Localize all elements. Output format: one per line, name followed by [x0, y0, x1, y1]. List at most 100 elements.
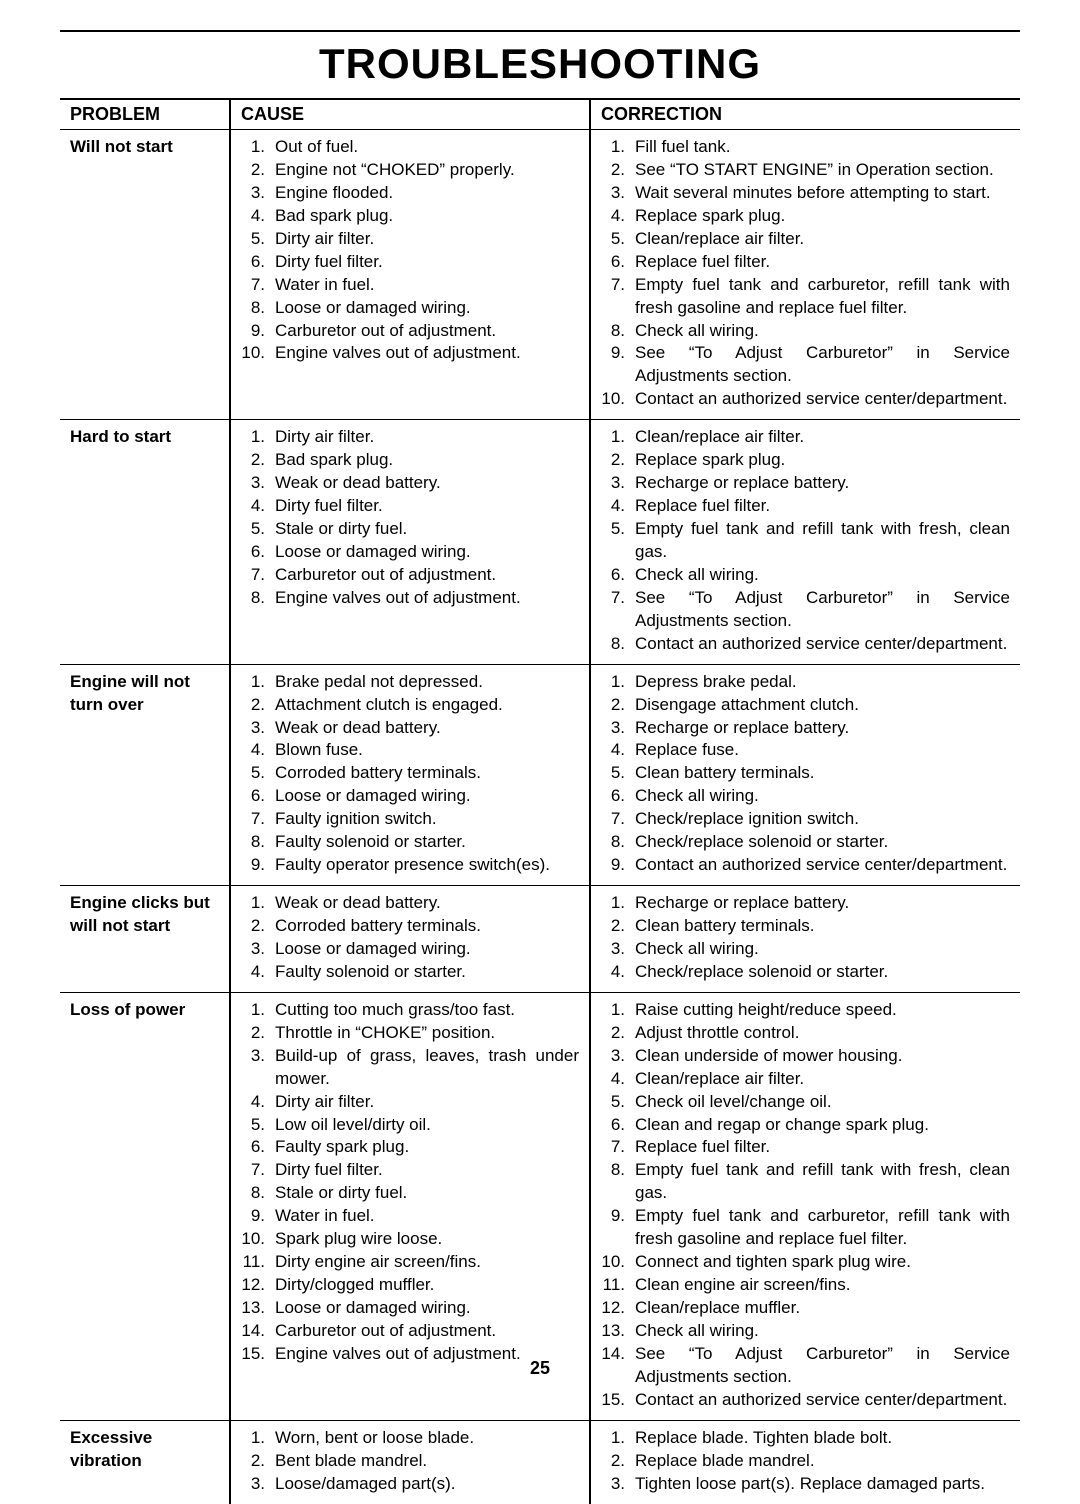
list-text: Clean/replace muffler. — [635, 1297, 1010, 1320]
list-item: 3.Weak or dead battery. — [241, 472, 579, 495]
list-item: 10.Spark plug wire loose. — [241, 1228, 579, 1251]
list-number: 8. — [241, 297, 275, 320]
list-text: Faulty spark plug. — [275, 1136, 579, 1159]
list-text: Dirty air filter. — [275, 426, 579, 449]
correction-cell: 1.Raise cutting height/reduce speed.2.Ad… — [590, 992, 1020, 1420]
list-item: 3.Wait several minutes before attempting… — [601, 182, 1010, 205]
list-text: Raise cutting height/reduce speed. — [635, 999, 1010, 1022]
list-text: Check all wiring. — [635, 320, 1010, 343]
list-item: 4.Replace spark plug. — [601, 205, 1010, 228]
list-item: 4.Bad spark plug. — [241, 205, 579, 228]
list-number: 3. — [241, 182, 275, 205]
list-number: 6. — [241, 251, 275, 274]
list-text: Clean battery terminals. — [635, 915, 1010, 938]
list-item: 13.Check all wiring. — [601, 1320, 1010, 1343]
list-number: 8. — [601, 320, 635, 343]
list-text: Cutting too much grass/too fast. — [275, 999, 579, 1022]
list-number: 12. — [601, 1297, 635, 1320]
list-item: 9.Carburetor out of adjustment. — [241, 320, 579, 343]
list-number: 1. — [601, 999, 635, 1022]
list-text: Recharge or replace battery. — [635, 472, 1010, 495]
list-number: 1. — [241, 671, 275, 694]
list-number: 6. — [241, 785, 275, 808]
list-text: Connect and tighten spark plug wire. — [635, 1251, 1010, 1274]
list-text: Dirty air filter. — [275, 1091, 579, 1114]
list-number: 6. — [601, 785, 635, 808]
list-text: Check all wiring. — [635, 1320, 1010, 1343]
list-number: 1. — [241, 1427, 275, 1450]
list-text: Replace spark plug. — [635, 205, 1010, 228]
list-item: 1.Out of fuel. — [241, 136, 579, 159]
list-text: Tighten loose part(s). Replace damaged p… — [635, 1473, 1010, 1496]
list-text: Clean engine air screen/fins. — [635, 1274, 1010, 1297]
list-number: 5. — [601, 1091, 635, 1114]
problem-cell: Loss of power — [60, 992, 230, 1420]
list-item: 6.Check all wiring. — [601, 564, 1010, 587]
cause-cell: 1.Out of fuel.2.Engine not “CHOKED” prop… — [230, 130, 590, 420]
list-text: Spark plug wire loose. — [275, 1228, 579, 1251]
list-item: 2.Replace spark plug. — [601, 449, 1010, 472]
list-number: 2. — [241, 449, 275, 472]
list-text: Brake pedal not depressed. — [275, 671, 579, 694]
list-item: 7.Dirty fuel filter. — [241, 1159, 579, 1182]
cause-cell: 1.Worn, bent or loose blade.2.Bent blade… — [230, 1420, 590, 1503]
list-text: Carburetor out of adjustment. — [275, 564, 579, 587]
list-item: 12.Dirty/clogged muffler. — [241, 1274, 579, 1297]
list-text: Dirty fuel filter. — [275, 495, 579, 518]
list-text: Out of fuel. — [275, 136, 579, 159]
list-number: 5. — [241, 518, 275, 541]
list-number: 5. — [241, 228, 275, 251]
list-item: 6.Replace fuel filter. — [601, 251, 1010, 274]
list-text: Weak or dead battery. — [275, 892, 579, 915]
list-number: 7. — [241, 274, 275, 297]
list-number: 7. — [601, 1136, 635, 1159]
list-text: Empty fuel tank and refill tank with fre… — [635, 518, 1010, 564]
list-item: 3.Recharge or replace battery. — [601, 717, 1010, 740]
table-row: Will not start1.Out of fuel.2.Engine not… — [60, 130, 1020, 420]
list-item: 8.Faulty solenoid or starter. — [241, 831, 579, 854]
list-item: 2.Engine not “CHOKED” properly. — [241, 159, 579, 182]
list-number: 6. — [601, 251, 635, 274]
list-number: 9. — [601, 854, 635, 877]
list-item: 6.Dirty fuel filter. — [241, 251, 579, 274]
list-text: Loose or damaged wiring. — [275, 938, 579, 961]
list-number: 2. — [241, 1450, 275, 1473]
list-number: 10. — [241, 1228, 275, 1251]
list-number: 10. — [601, 1251, 635, 1274]
list-text: Carburetor out of adjustment. — [275, 1320, 579, 1343]
list-item: 11.Dirty engine air screen/fins. — [241, 1251, 579, 1274]
list-number: 6. — [241, 541, 275, 564]
list-number: 1. — [241, 999, 275, 1022]
list-text: Corroded battery terminals. — [275, 762, 579, 785]
list-text: Contact an authorized service center/dep… — [635, 633, 1010, 656]
list-text: Stale or dirty fuel. — [275, 1182, 579, 1205]
list-number: 13. — [601, 1320, 635, 1343]
list-number: 10. — [601, 388, 635, 411]
list-item: 1.Raise cutting height/reduce speed. — [601, 999, 1010, 1022]
list-text: Replace fuse. — [635, 739, 1010, 762]
list-text: Check all wiring. — [635, 938, 1010, 961]
list-number: 5. — [601, 228, 635, 251]
list-text: Attachment clutch is engaged. — [275, 694, 579, 717]
header-problem: PROBLEM — [60, 99, 230, 130]
list-number: 9. — [241, 1205, 275, 1228]
list-number: 4. — [601, 1068, 635, 1091]
list-item: 8.Loose or damaged wiring. — [241, 297, 579, 320]
list-text: Stale or dirty fuel. — [275, 518, 579, 541]
list-item: 5.Check oil level/change oil. — [601, 1091, 1010, 1114]
list-number: 1. — [241, 426, 275, 449]
list-item: 9.Empty fuel tank and carburetor, refill… — [601, 1205, 1010, 1251]
table-header-row: PROBLEM CAUSE CORRECTION — [60, 99, 1020, 130]
list-number: 7. — [241, 564, 275, 587]
list-number: 7. — [241, 1159, 275, 1182]
correction-cell: 1.Clean/replace air filter.2.Replace spa… — [590, 420, 1020, 664]
list-text: Adjust throttle control. — [635, 1022, 1010, 1045]
list-item: 2.Corroded battery terminals. — [241, 915, 579, 938]
list-text: Bent blade mandrel. — [275, 1450, 579, 1473]
list-item: 5.Dirty air filter. — [241, 228, 579, 251]
list-number: 3. — [241, 1045, 275, 1068]
list-text: Clean and regap or change spark plug. — [635, 1114, 1010, 1137]
list-item: 2.Adjust throttle control. — [601, 1022, 1010, 1045]
list-number: 4. — [241, 495, 275, 518]
list-text: Clean battery terminals. — [635, 762, 1010, 785]
